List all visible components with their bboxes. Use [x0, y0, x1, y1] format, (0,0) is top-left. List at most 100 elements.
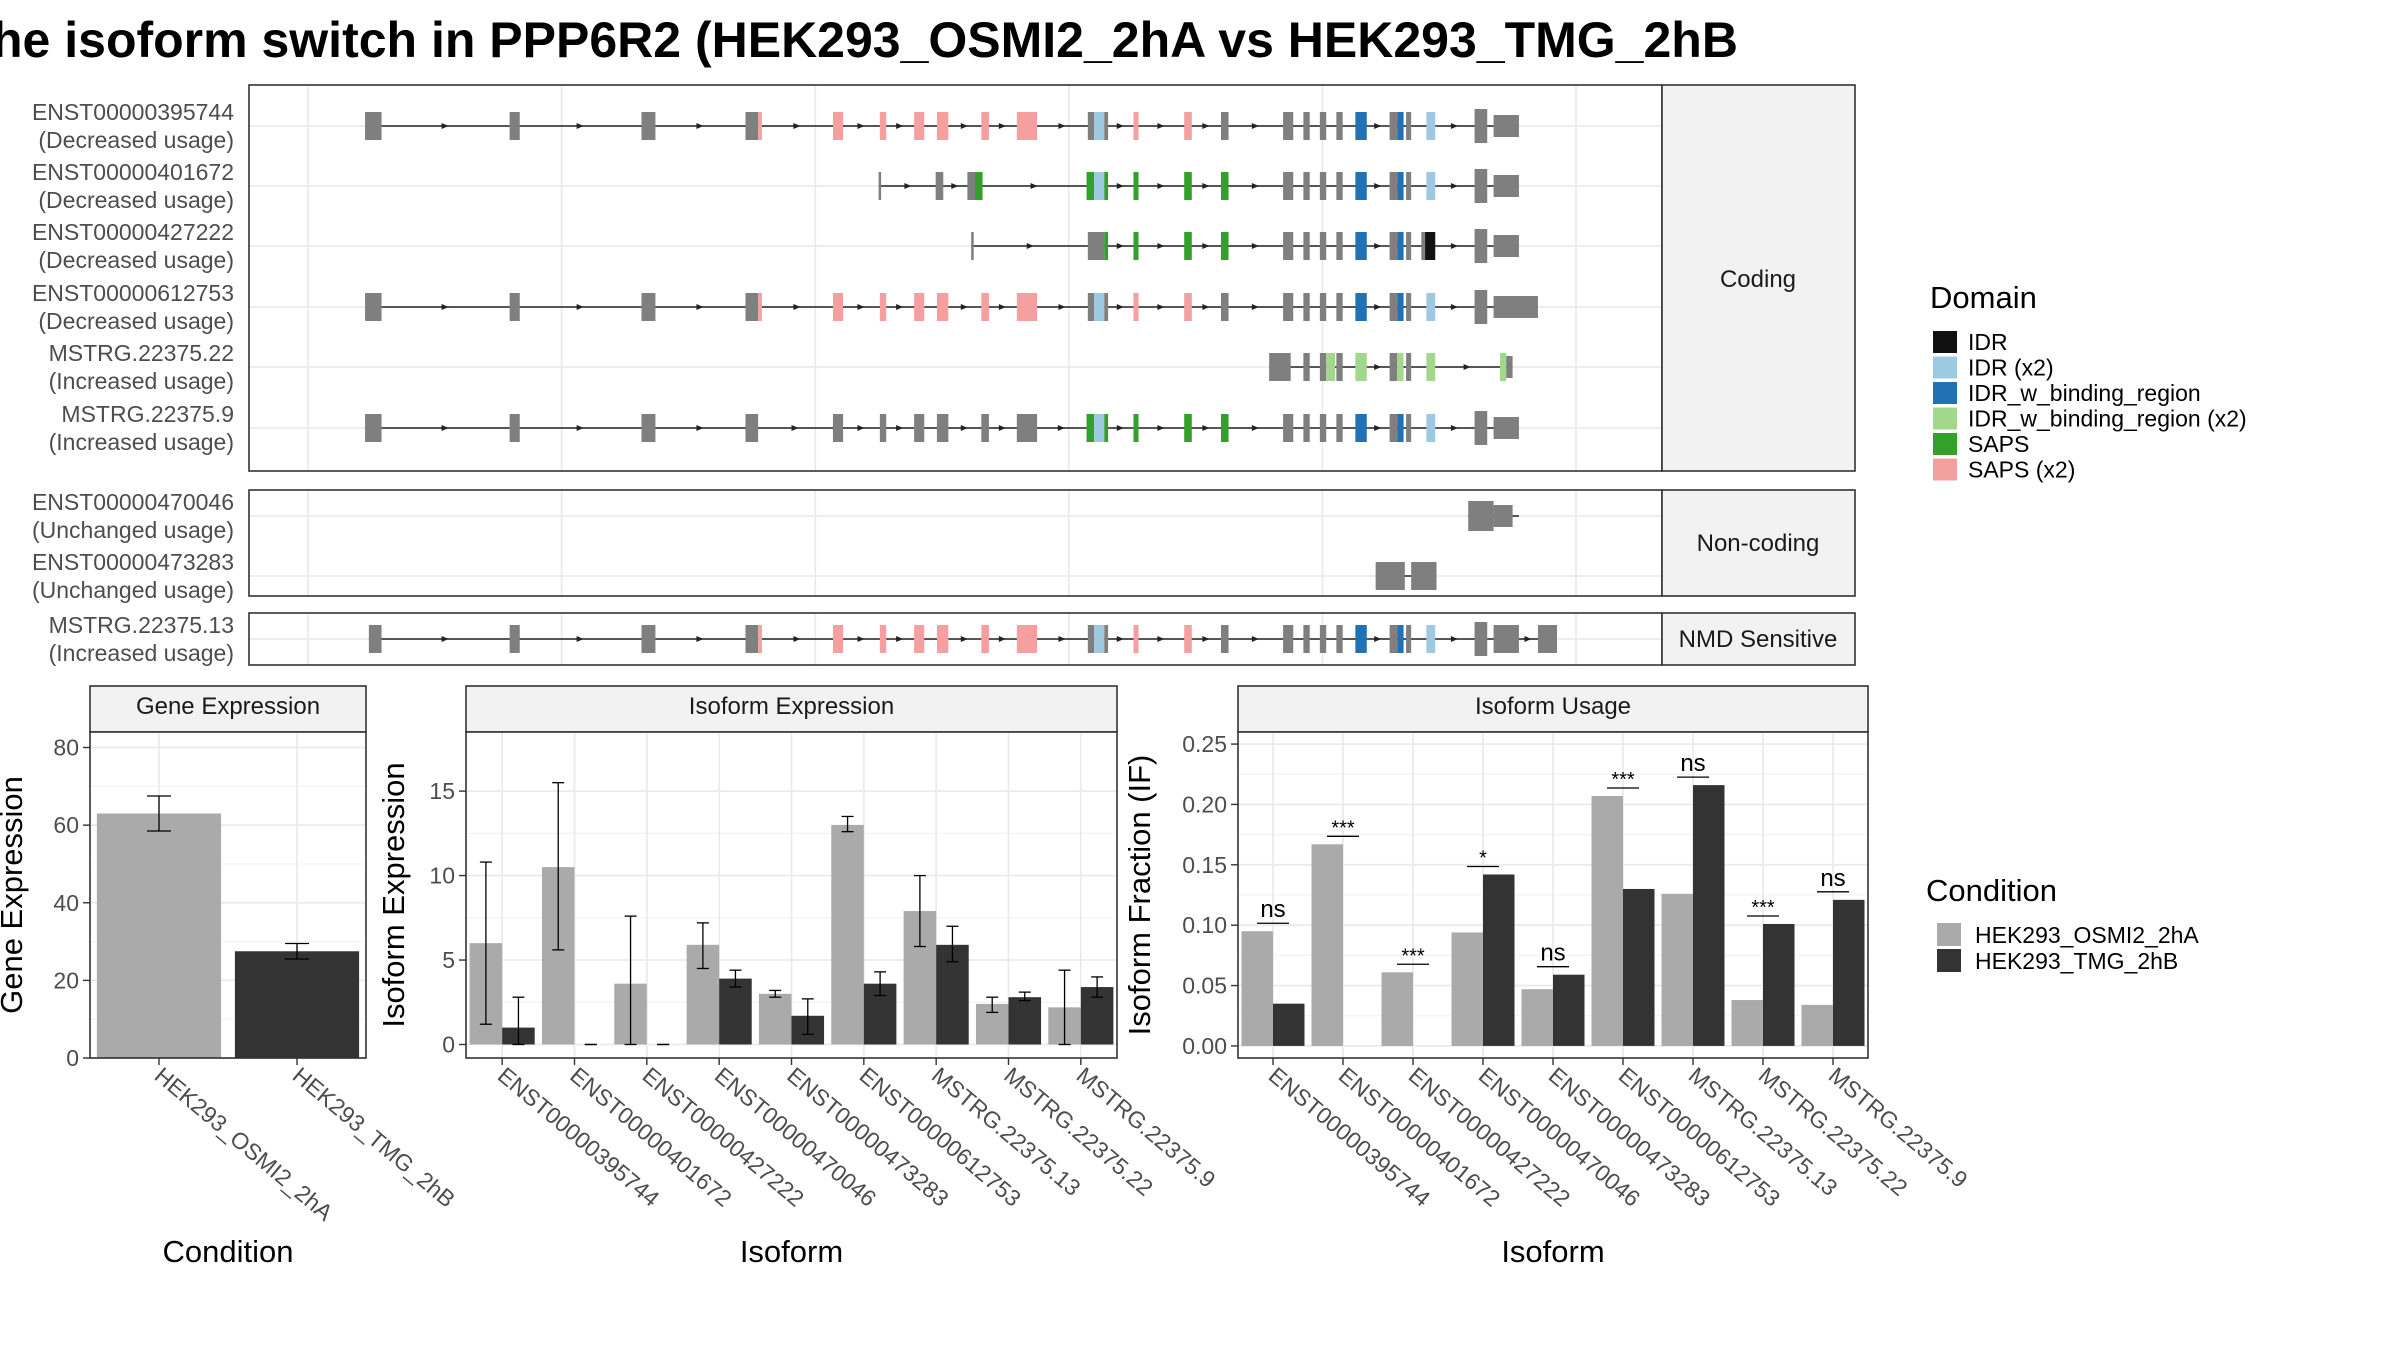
- domain-legend-label: IDR_w_binding_region (x2): [1968, 406, 2247, 432]
- isoform-usage-label: (Increased usage): [49, 640, 234, 666]
- exon-block: [1087, 293, 1095, 321]
- exon-block: [1426, 293, 1436, 321]
- structure-rows: MSTRG.22375.13(Increased usage): [49, 612, 1662, 666]
- intron-arrow: [1202, 183, 1210, 189]
- exon-block: [1283, 625, 1294, 653]
- exon-block: [641, 112, 656, 140]
- exon-block: [879, 112, 887, 140]
- intron-arrow: [1116, 183, 1124, 189]
- exon-block: [1336, 414, 1343, 442]
- bar: [1731, 1000, 1763, 1046]
- exon-block: [1303, 172, 1310, 200]
- exon-block: [1375, 562, 1405, 590]
- intron-arrow: [1450, 425, 1458, 431]
- exon-block: [981, 112, 989, 140]
- bar: [1381, 972, 1413, 1046]
- facet-strip: [89, 685, 367, 733]
- exon-block: [1499, 353, 1507, 381]
- intron-arrow: [1374, 364, 1382, 370]
- x-axis-title: Isoform: [1501, 1234, 1604, 1269]
- exon-block: [832, 112, 844, 140]
- y-tick-label: 60: [53, 812, 79, 838]
- exon-block: [1220, 293, 1229, 321]
- isoform-usage-label: (Decreased usage): [38, 187, 234, 213]
- exon-block: [981, 414, 989, 442]
- bar: [758, 993, 792, 1045]
- intron-arrow: [1374, 123, 1382, 129]
- bar: [1273, 1003, 1305, 1046]
- y-tick-label: 80: [53, 735, 79, 761]
- exon-block: [1406, 112, 1412, 140]
- intron-arrow: [696, 636, 704, 642]
- exon-block: [1355, 112, 1367, 140]
- y-tick-label: 0: [442, 1031, 455, 1057]
- exon-block: [1104, 112, 1109, 140]
- intron-arrow: [1251, 183, 1259, 189]
- intron-arrow: [441, 425, 449, 431]
- exon-block: [1087, 625, 1095, 653]
- bar: [1008, 997, 1042, 1045]
- figure-title: he isoform switch in PPP6R2 (HEK293_OSMI…: [0, 12, 1738, 68]
- intron-arrow: [1524, 636, 1532, 642]
- intron-arrow: [960, 123, 968, 129]
- domain-legend-label: SAPS: [1968, 431, 2029, 457]
- y-tick-label: 20: [53, 967, 79, 993]
- intron-arrow: [696, 425, 704, 431]
- exon-block: [1133, 172, 1139, 200]
- intron-arrow: [1157, 183, 1165, 189]
- intron-arrow: [696, 123, 704, 129]
- intron-arrow: [1116, 304, 1124, 310]
- domain-legend-label: IDR: [1968, 329, 2008, 355]
- exon-block: [1506, 356, 1513, 378]
- exon-block: [1094, 293, 1105, 321]
- exon-block: [1406, 293, 1412, 321]
- intron-arrow: [791, 425, 799, 431]
- exon-block: [1397, 172, 1404, 200]
- exon-block: [1319, 293, 1327, 321]
- exon-block: [879, 625, 887, 653]
- intron-arrow: [998, 425, 1006, 431]
- exon-block: [1474, 411, 1488, 445]
- exon-block: [1355, 293, 1367, 321]
- intron-arrow: [904, 183, 912, 189]
- exon-block: [1104, 414, 1109, 442]
- condition-legend-swatch: [1937, 949, 1961, 972]
- exon-block: [1184, 232, 1192, 260]
- intron-arrow: [1116, 425, 1124, 431]
- intron-arrow: [857, 304, 865, 310]
- exon-block: [1094, 172, 1105, 200]
- exon-block: [1389, 172, 1398, 200]
- exon-block: [1303, 625, 1310, 653]
- exon-block: [1319, 625, 1327, 653]
- exon-block: [832, 625, 844, 653]
- facet-strip: [1237, 685, 1869, 733]
- structure-rows: ENST00000395744(Decreased usage)ENST0000…: [32, 85, 1662, 471]
- exon-block: [1303, 112, 1310, 140]
- intron-arrow: [1251, 243, 1259, 249]
- isoform-id-label: ENST00000427222: [32, 219, 234, 245]
- exon-block: [1426, 414, 1436, 442]
- significance-label: *: [1479, 847, 1487, 869]
- exon-block: [981, 625, 989, 653]
- isoform-id-label: MSTRG.22375.13: [49, 612, 234, 638]
- exon-block: [1397, 353, 1404, 381]
- significance-label: ***: [1401, 945, 1425, 967]
- intron-arrow: [896, 636, 904, 642]
- bar: [1833, 899, 1865, 1046]
- x-axis-title: Isoform: [740, 1234, 843, 1269]
- exon-block: [936, 112, 949, 140]
- exon-block: [1355, 232, 1367, 260]
- intron-arrow: [1157, 123, 1165, 129]
- intron-arrow: [1157, 304, 1165, 310]
- intron-arrow: [896, 425, 904, 431]
- exon-block: [745, 112, 759, 140]
- exon-block: [745, 625, 759, 653]
- exon-block: [1104, 172, 1109, 200]
- intron-arrow: [793, 123, 801, 129]
- isoform-id-label: ENST00000401672: [32, 159, 234, 185]
- intron-arrow: [1374, 183, 1382, 189]
- exon-block: [1493, 505, 1513, 527]
- panel-background: [249, 85, 1662, 471]
- intron-arrow: [1058, 636, 1066, 642]
- intron-arrow: [857, 123, 865, 129]
